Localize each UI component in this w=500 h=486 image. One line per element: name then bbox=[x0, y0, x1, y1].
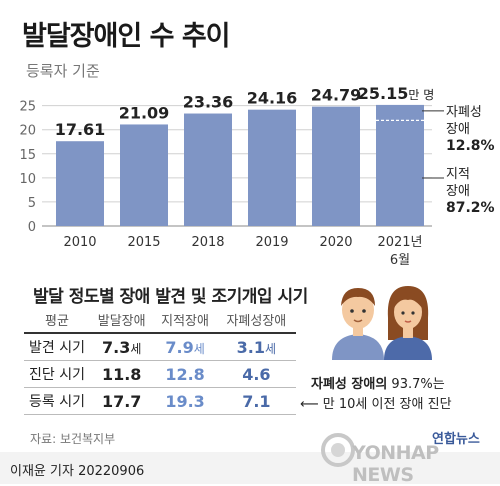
table-title: 발달 정도별 장애 발견 및 조기개입 시기 bbox=[33, 287, 308, 307]
cell-value: 17.7 bbox=[90, 387, 154, 415]
bar bbox=[376, 104, 424, 226]
y-tick-label: 25 bbox=[19, 100, 36, 115]
breakdown-value: 12.8% bbox=[446, 138, 495, 154]
autism-note: 자폐성 장애의 93.7%는 bbox=[311, 377, 445, 392]
autism-note-line2: ⟵ 만 10세 이전 장애 진단 bbox=[300, 397, 452, 412]
table-header-intellectual: 지적장애 bbox=[153, 306, 217, 334]
x-tick-label: 2019 bbox=[255, 235, 288, 250]
cell-value: 3.1세 bbox=[216, 333, 296, 361]
row-label: 등록 시기 bbox=[24, 387, 90, 415]
logo-english: YONHAP NEWS bbox=[352, 442, 439, 486]
cell-value: 12.8 bbox=[153, 360, 217, 388]
table-row: 등록 시기 17.7 19.3 7.1 bbox=[24, 387, 296, 415]
chart-subtitle: 등록자 기준 bbox=[26, 62, 100, 80]
cell-value: 7.3세 bbox=[90, 333, 154, 361]
y-tick-label: 0 bbox=[28, 220, 36, 235]
detection-timing-table: 평균 발달장애 지적장애 자폐성장애 발견 시기 7.3세 7.9세 3.1세 … bbox=[24, 306, 296, 415]
breakdown-label: 자폐성 bbox=[446, 105, 482, 120]
breakdown-value: 87.2% bbox=[446, 200, 495, 216]
bar-value-label: 23.36 bbox=[183, 93, 234, 112]
chart-title: 발달장애인 수 추이 bbox=[22, 21, 231, 52]
breakdown-label: 지적 bbox=[446, 167, 470, 182]
cell-value: 7.1 bbox=[216, 387, 296, 415]
yonhap-logo-icon bbox=[321, 433, 355, 467]
x-tick-label: 2020 bbox=[319, 235, 352, 250]
bar bbox=[248, 109, 296, 226]
bar-chart: 0 5 10 15 20 25 17.61 2010 21.09 2015 23.36 2018 24.… bbox=[19, 84, 495, 268]
breakdown-label: 장애 bbox=[446, 184, 470, 199]
x-tick-label: 2018 bbox=[191, 235, 224, 250]
table-header-autism: 자폐성장애 bbox=[216, 306, 296, 334]
y-tick-label: 5 bbox=[28, 196, 36, 211]
bar-value-label: 24.79 bbox=[311, 86, 362, 105]
bar bbox=[56, 141, 104, 226]
x-tick-label: 2015 bbox=[127, 235, 160, 250]
row-label: 진단 시기 bbox=[24, 360, 90, 388]
y-tick-label: 10 bbox=[19, 172, 36, 187]
cell-value: 4.6 bbox=[216, 360, 296, 388]
bar bbox=[120, 124, 168, 226]
arrow-left-icon: ⟵ bbox=[300, 397, 319, 412]
footer-bar: 이재윤 기자 20220906 bbox=[0, 452, 500, 484]
y-tick-label: 20 bbox=[19, 124, 36, 139]
table-row: 발견 시기 7.3세 7.9세 3.1세 bbox=[24, 333, 296, 361]
bar-value-label: 21.09 bbox=[119, 103, 170, 122]
unit-label: 만 명 bbox=[408, 88, 434, 102]
y-tick-label: 15 bbox=[19, 148, 36, 163]
table-header-avg: 평균 bbox=[24, 306, 90, 334]
x-tick-label: 2010 bbox=[63, 235, 96, 250]
cell-value: 7.9세 bbox=[153, 333, 217, 361]
reporter-credit: 이재윤 기자 20220906 bbox=[10, 464, 145, 479]
cell-value: 19.3 bbox=[153, 387, 217, 415]
people-illustration bbox=[332, 286, 432, 360]
bar bbox=[184, 113, 232, 226]
table-row: 진단 시기 11.8 12.8 4.6 bbox=[24, 360, 296, 388]
bar-value-label: 24.16 bbox=[247, 89, 298, 108]
cell-value: 11.8 bbox=[90, 360, 154, 388]
x-tick-label: 2021년 bbox=[377, 235, 422, 250]
bar-value-label: 17.61 bbox=[55, 120, 106, 139]
table-header-developmental: 발달장애 bbox=[90, 306, 154, 334]
bar-value-label: 25.15만 명 bbox=[358, 84, 435, 103]
row-label: 발견 시기 bbox=[24, 333, 90, 361]
logo-korean: 연합뉴스 bbox=[432, 432, 480, 447]
x-tick-label: 6월 bbox=[390, 253, 410, 268]
bar bbox=[312, 106, 360, 226]
source-text: 자료: 보건복지부 bbox=[30, 432, 116, 446]
breakdown-label: 장애 bbox=[446, 122, 470, 137]
